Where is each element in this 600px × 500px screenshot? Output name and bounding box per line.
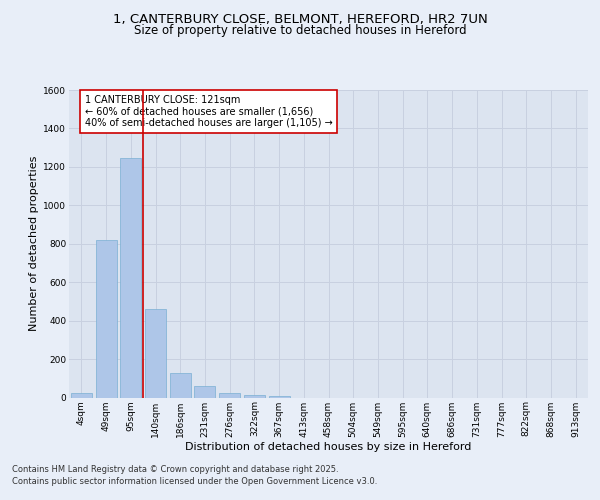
Y-axis label: Number of detached properties: Number of detached properties: [29, 156, 39, 332]
Text: Size of property relative to detached houses in Hereford: Size of property relative to detached ho…: [134, 24, 466, 37]
Bar: [244, 394, 265, 398]
Text: Contains HM Land Registry data © Crown copyright and database right 2025.: Contains HM Land Registry data © Crown c…: [12, 465, 338, 474]
Bar: [71, 394, 92, 398]
Bar: [95, 240, 116, 398]
Bar: [120, 158, 141, 398]
Bar: [269, 396, 290, 398]
Bar: [194, 386, 215, 398]
Bar: [219, 394, 240, 398]
Bar: [145, 309, 166, 398]
Text: Contains public sector information licensed under the Open Government Licence v3: Contains public sector information licen…: [12, 477, 377, 486]
Text: 1, CANTERBURY CLOSE, BELMONT, HEREFORD, HR2 7UN: 1, CANTERBURY CLOSE, BELMONT, HEREFORD, …: [113, 12, 487, 26]
Bar: [170, 372, 191, 398]
X-axis label: Distribution of detached houses by size in Hereford: Distribution of detached houses by size …: [185, 442, 472, 452]
Text: 1 CANTERBURY CLOSE: 121sqm
← 60% of detached houses are smaller (1,656)
40% of s: 1 CANTERBURY CLOSE: 121sqm ← 60% of deta…: [85, 94, 332, 128]
